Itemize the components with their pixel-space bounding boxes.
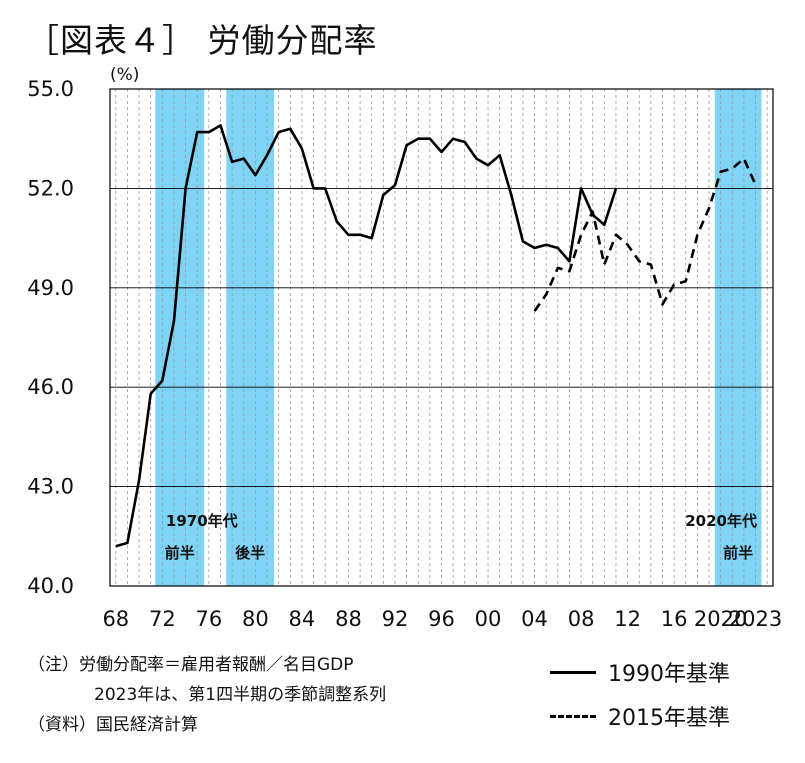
- chart-area: 40.0 43.0 46.0 49.0 52.0 55.0 68 72 76 80 84 88 92 9…: [27, 65, 782, 631]
- period-label-1-0: 後半: [234, 544, 265, 562]
- legend-item-2015: 2015年基準: [550, 694, 730, 738]
- x-tick-label: 04: [521, 607, 548, 631]
- y-tick-label: 43.0: [27, 475, 74, 499]
- x-tick-label: 16: [661, 607, 688, 631]
- notes: （注）労働分配率＝雇用者報酬／名目GDP 2023年は、第1四半期の季節調整系列…: [28, 650, 386, 740]
- period-label-0-1: 前半: [165, 544, 195, 562]
- y-tick-label: 52.0: [27, 176, 74, 200]
- y-tick-label: 55.0: [27, 77, 74, 101]
- x-tick-label: 84: [289, 607, 316, 631]
- note-2023: 2023年は、第1四半期の季節調整系列: [94, 685, 387, 705]
- legend-item-1990: 1990年基準: [550, 650, 730, 694]
- x-tick-label: 80: [242, 607, 269, 631]
- legend-label-1990: 1990年基準: [608, 662, 730, 687]
- legend: 1990年基準 2015年基準: [550, 650, 730, 738]
- y-tick-label: 40.0: [27, 574, 74, 598]
- x-tick-label: 68: [102, 607, 129, 631]
- note-source: （資料）国民経済計算: [28, 715, 198, 735]
- note-definition: （注）労働分配率＝雇用者報酬／名目GDP: [28, 655, 354, 675]
- x-tick-label: 2020: [694, 607, 747, 631]
- period-label-2-0: 2020年代: [685, 512, 757, 530]
- x-tick-label: 92: [382, 607, 409, 631]
- series-line-1990: [115, 124, 618, 548]
- x-tick-label: 12: [614, 607, 641, 631]
- legend-label-2015: 2015年基準: [608, 706, 730, 731]
- x-tick-label: 08: [568, 607, 595, 631]
- x-tick-label: 88: [335, 607, 362, 631]
- legend-dashed-swatch: [550, 714, 596, 718]
- x-tick-label: 2023: [729, 607, 782, 631]
- period-label-2-1: 前半: [723, 544, 753, 562]
- x-tick-label: 96: [428, 607, 455, 631]
- series-line-2015: [533, 157, 757, 312]
- x-tick-label: 72: [149, 607, 176, 631]
- y-tick-label: 49.0: [27, 276, 74, 300]
- y-unit-label: (%): [110, 65, 139, 85]
- legend-solid-swatch: [550, 670, 596, 674]
- y-tick-label: 46.0: [27, 375, 74, 399]
- chart-title: ［図表４］ 労働分配率: [26, 21, 378, 60]
- shaded-period-1: [226, 89, 275, 586]
- x-tick-label: 76: [196, 607, 223, 631]
- x-tick-label: 00: [475, 607, 502, 631]
- shaded-period-0: [155, 89, 205, 586]
- period-label-0-0: 1970年代: [166, 512, 238, 530]
